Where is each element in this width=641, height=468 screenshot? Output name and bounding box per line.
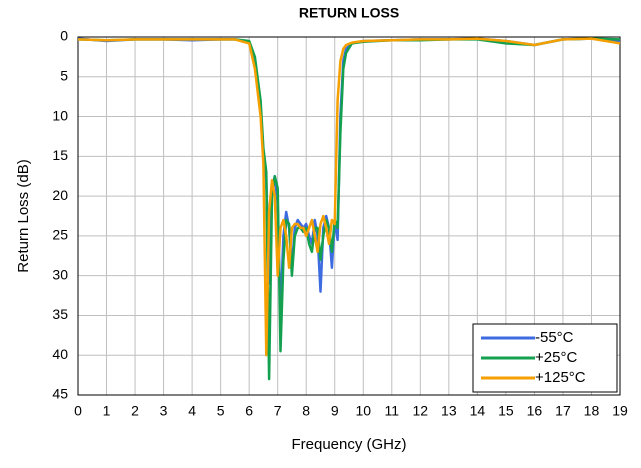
legend-label: +25°C [535, 349, 577, 366]
x-tick-label: 0 [74, 403, 82, 419]
y-tick-label: 25 [52, 227, 68, 243]
x-tick-label: 7 [274, 403, 282, 419]
y-tick-label: 30 [52, 266, 68, 282]
x-axis-label: Frequency (GHz) [291, 436, 406, 453]
plot-frame [77, 36, 621, 396]
x-tick-label: 10 [355, 403, 371, 419]
x-tick-label: 3 [160, 403, 168, 419]
x-tick-label: 4 [188, 403, 196, 419]
series-line [77, 37, 621, 317]
y-tick-label: 5 [60, 67, 68, 83]
x-tick-label: 9 [331, 403, 339, 419]
x-tick-label: 17 [555, 403, 571, 419]
x-tick-label: 13 [441, 403, 457, 419]
chart-title: RETURN LOSS [299, 5, 399, 21]
legend-label: +125°C [535, 369, 586, 386]
x-tick-label: 15 [498, 403, 514, 419]
x-tick-label: 2 [131, 403, 139, 419]
y-tick-label: 45 [52, 386, 68, 402]
x-tick-label: 16 [527, 403, 543, 419]
x-tick-label: 8 [302, 403, 310, 419]
y-tick-label: 15 [52, 147, 68, 163]
y-tick-label: 40 [52, 346, 68, 362]
x-tick-label: 5 [217, 403, 225, 419]
y-axis-label: Return Loss (dB) [15, 159, 32, 272]
x-tick-label: 1 [103, 403, 111, 419]
x-tick-label: 6 [245, 403, 253, 419]
x-tick-label: 12 [413, 403, 429, 419]
x-tick-label: 19 [612, 403, 628, 419]
y-tick-label: 20 [52, 187, 68, 203]
series-line [77, 37, 621, 357]
legend-label: -55°C [535, 329, 574, 346]
x-tick-label: 14 [470, 403, 486, 419]
x-tick-label: 11 [385, 403, 400, 419]
y-tick-label: 10 [52, 107, 68, 123]
y-tick-label: 35 [52, 306, 68, 322]
y-tick-label: 0 [60, 28, 68, 44]
x-tick-label: 18 [584, 403, 600, 419]
